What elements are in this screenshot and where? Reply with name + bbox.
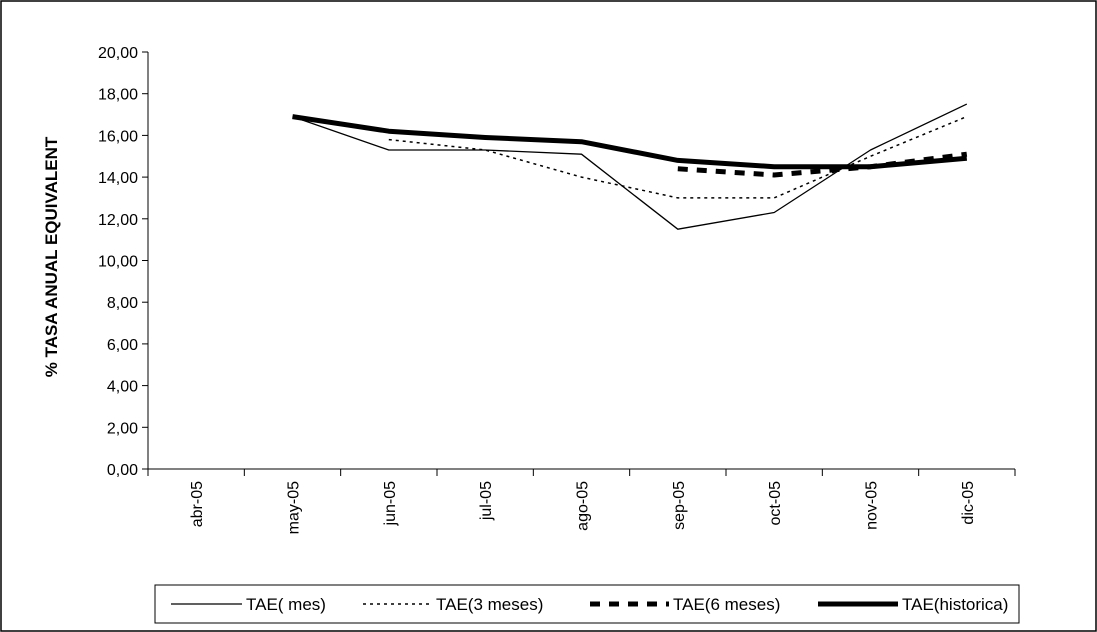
legend: TAE( mes) TAE(3 meses) TAE(6 meses) TAE(his…	[154, 584, 1020, 624]
y-tick-label: 2,00	[107, 420, 138, 437]
y-tick-label: 10,00	[98, 254, 138, 271]
y-tick-label: 0,00	[107, 462, 138, 479]
x-tick-label: nov-05	[864, 481, 881, 530]
y-tick-label: 6,00	[107, 337, 138, 354]
y-tick-label: 20,00	[98, 45, 138, 62]
x-tick-label: sep-05	[671, 481, 688, 530]
y-tick-label: 8,00	[107, 295, 138, 312]
y-tick-label: 18,00	[98, 87, 138, 104]
x-tick-label: ago-05	[575, 481, 592, 531]
y-tick-label: 4,00	[107, 379, 138, 396]
y-tick-label: 12,00	[98, 212, 138, 229]
legend-label-2: TAE(3 meses)	[436, 595, 543, 614]
y-axis-title: % TASA ANUAL EQUIVALENT	[42, 136, 61, 377]
series-line-1	[292, 103, 968, 230]
plot-area: 0,00 2,00 4,00 6,00 8,00 10,00 12,00 14,00 16,00…	[98, 45, 1016, 534]
legend-label-1: TAE( mes)	[246, 595, 326, 614]
x-tick-label: abr-05	[189, 481, 206, 527]
series-line-4	[292, 114, 968, 170]
legend-label-3: TAE(6 meses)	[673, 595, 780, 614]
x-tick-label: jun-05	[382, 481, 399, 527]
x-tick-label: dic-05	[960, 481, 977, 525]
legend-label-4: TAE(historica)	[902, 595, 1008, 614]
y-tick-label: 16,00	[98, 128, 138, 145]
y-tick-label: 14,00	[98, 170, 138, 187]
x-tick-label: oct-05	[767, 481, 784, 526]
x-tick-label: jul-05	[478, 481, 495, 521]
x-tick-label: may-05	[286, 481, 303, 534]
series-line-2	[388, 115, 968, 199]
